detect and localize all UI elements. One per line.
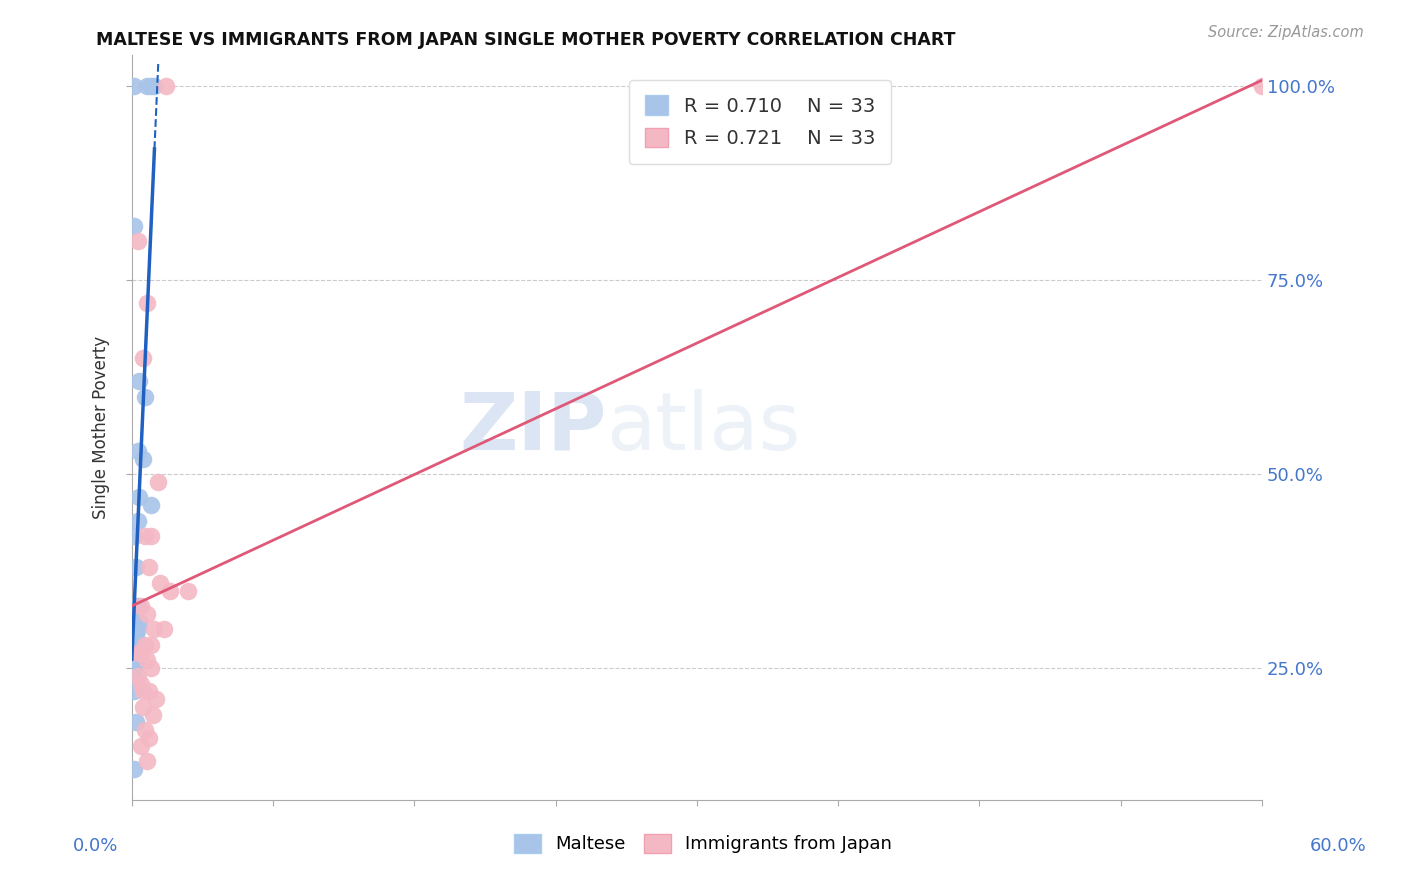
Text: ZIP: ZIP <box>460 389 606 467</box>
Point <box>135 653 157 667</box>
Point <box>134 638 156 652</box>
Point <box>122 762 145 776</box>
Point <box>127 646 149 660</box>
Text: atlas: atlas <box>606 389 801 467</box>
Point <box>127 514 149 528</box>
Point <box>129 739 152 753</box>
Point <box>124 615 146 629</box>
Point <box>132 684 155 698</box>
Point <box>139 638 162 652</box>
Point <box>135 296 157 310</box>
Point <box>1251 79 1274 94</box>
Point <box>127 235 149 249</box>
Point <box>143 623 166 637</box>
Point <box>134 723 156 738</box>
Y-axis label: Single Mother Poverty: Single Mother Poverty <box>93 336 110 519</box>
Point <box>124 638 146 652</box>
Point <box>127 443 149 458</box>
Point <box>135 79 157 94</box>
Point <box>142 707 165 722</box>
Point <box>127 623 149 637</box>
Point <box>155 79 177 94</box>
Point <box>127 599 149 613</box>
Point <box>122 630 145 644</box>
Point <box>138 731 160 745</box>
Point <box>128 615 150 629</box>
Point <box>124 623 146 637</box>
Point <box>149 575 172 590</box>
Point <box>124 560 146 574</box>
Point <box>134 390 156 404</box>
Point <box>132 700 155 714</box>
Point <box>122 638 145 652</box>
Legend: Maltese, Immigrants from Japan: Maltese, Immigrants from Japan <box>506 827 900 861</box>
Point <box>122 79 145 94</box>
Point <box>129 599 152 613</box>
Point <box>177 583 200 598</box>
Point <box>139 661 162 675</box>
Text: 60.0%: 60.0% <box>1310 837 1367 855</box>
Point <box>145 692 167 706</box>
Point <box>148 475 170 489</box>
Point <box>124 653 146 667</box>
Text: MALTESE VS IMMIGRANTS FROM JAPAN SINGLE MOTHER POVERTY CORRELATION CHART: MALTESE VS IMMIGRANTS FROM JAPAN SINGLE … <box>96 31 955 49</box>
Text: Source: ZipAtlas.com: Source: ZipAtlas.com <box>1208 25 1364 40</box>
Point <box>128 491 150 505</box>
Point <box>153 623 176 637</box>
Text: 0.0%: 0.0% <box>73 837 118 855</box>
Point <box>127 669 149 683</box>
Point <box>139 498 162 512</box>
Point <box>132 451 155 466</box>
Point <box>135 754 157 768</box>
Point <box>122 669 145 683</box>
Point <box>138 560 160 574</box>
Point <box>122 529 145 543</box>
Point <box>122 646 145 660</box>
Point <box>124 715 146 730</box>
Point <box>139 79 162 94</box>
Point <box>139 529 162 543</box>
Point <box>129 676 152 690</box>
Legend: R = 0.710    N = 33, R = 0.721    N = 33: R = 0.710 N = 33, R = 0.721 N = 33 <box>630 79 890 163</box>
Point <box>128 374 150 388</box>
Point <box>134 529 156 543</box>
Point <box>122 219 145 233</box>
Point <box>122 623 145 637</box>
Point <box>143 79 166 94</box>
Point <box>138 684 160 698</box>
Point <box>135 607 157 621</box>
Point <box>122 646 145 660</box>
Point <box>132 351 155 365</box>
Point <box>159 583 181 598</box>
Point <box>122 653 145 667</box>
Point <box>129 646 152 660</box>
Point <box>122 599 145 613</box>
Point <box>124 630 146 644</box>
Point <box>122 661 145 675</box>
Point <box>122 684 145 698</box>
